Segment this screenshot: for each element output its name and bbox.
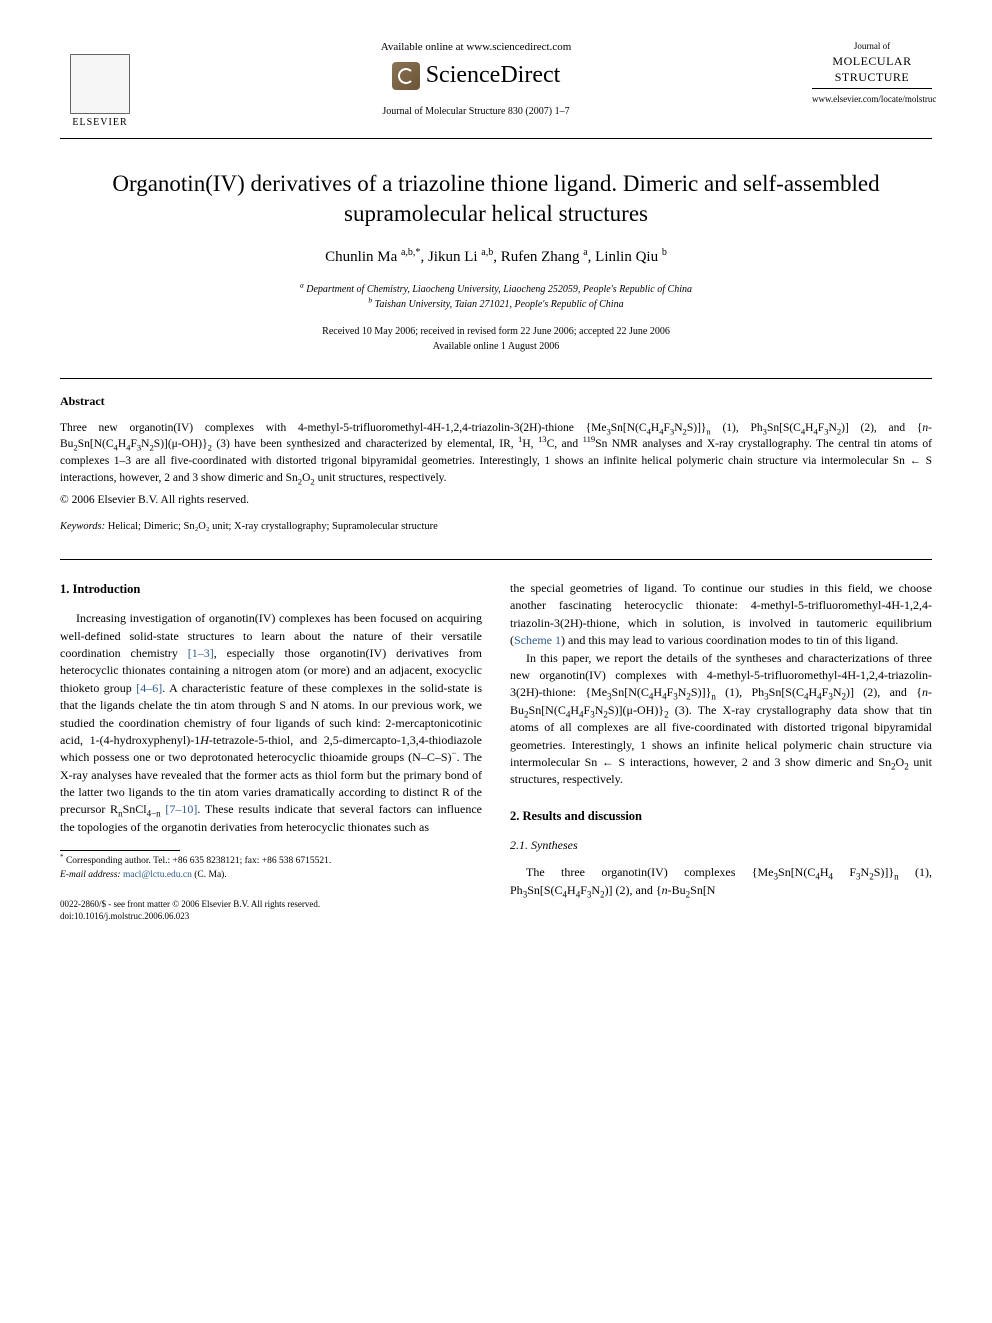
elsevier-label: ELSEVIER xyxy=(72,116,127,130)
abstract-top-rule xyxy=(60,378,932,379)
affiliations: a Department of Chemistry, Liaocheng Uni… xyxy=(60,282,932,312)
available-online-text: Available online at www.sciencedirect.co… xyxy=(140,40,812,55)
sciencedirect-icon xyxy=(392,62,420,90)
journal-citation: Journal of Molecular Structure 830 (2007… xyxy=(140,105,812,119)
article-dates: Received 10 May 2006; received in revise… xyxy=(60,324,932,354)
journal-box: Journal of MOLECULAR STRUCTURE www.elsev… xyxy=(812,40,932,106)
header-rule xyxy=(60,138,932,139)
footer-line2: doi:10.1016/j.molstruc.2006.06.023 xyxy=(60,910,482,923)
results-heading: 2. Results and discussion xyxy=(510,807,932,825)
dates-received: Received 10 May 2006; received in revise… xyxy=(60,324,932,339)
journal-box-line3: STRUCTURE xyxy=(812,69,932,89)
elsevier-logo: ELSEVIER xyxy=(60,40,140,130)
email-link[interactable]: macl@lctu.edu.cn xyxy=(123,870,192,880)
intro-p1: Increasing investigation of organotin(IV… xyxy=(60,610,482,836)
footnote-corresponding: * Corresponding author. Tel.: +86 635 82… xyxy=(60,855,482,868)
center-header: Available online at www.sciencedirect.co… xyxy=(140,40,812,119)
journal-box-line1: Journal of xyxy=(812,40,932,53)
abstract-copyright: © 2006 Elsevier B.V. All rights reserved… xyxy=(60,492,932,508)
sciencedirect-text: ScienceDirect xyxy=(426,59,561,93)
left-column: 1. Introduction Increasing investigation… xyxy=(60,580,482,923)
right-column: the special geometries of ligand. To con… xyxy=(510,580,932,923)
journal-url[interactable]: www.elsevier.com/locate/molstruc xyxy=(812,93,932,106)
sciencedirect-brand: ScienceDirect xyxy=(140,59,812,93)
dates-available: Available online 1 August 2006 xyxy=(60,339,932,354)
keywords: Keywords: Helical; Dimeric; Sn₂O₂ unit; … xyxy=(60,520,932,535)
affiliation-a: a Department of Chemistry, Liaocheng Uni… xyxy=(60,282,932,297)
header-row: ELSEVIER Available online at www.science… xyxy=(60,40,932,130)
footnote-separator xyxy=(60,850,180,851)
journal-box-line2: MOLECULAR xyxy=(812,53,932,70)
footer: 0022-2860/$ - see front matter © 2006 El… xyxy=(60,898,482,923)
body-columns: 1. Introduction Increasing investigation… xyxy=(60,580,932,923)
elsevier-tree-icon xyxy=(70,54,130,114)
intro-p2: In this paper, we report the details of … xyxy=(510,650,932,789)
keywords-label: Keywords: xyxy=(60,521,105,532)
abstract-text: Three new organotin(IV) complexes with 4… xyxy=(60,420,932,487)
affiliation-b: b Taishan University, Taian 271021, Peop… xyxy=(60,297,932,312)
syntheses-p1: The three organotin(IV) complexes {Me3Sn… xyxy=(510,864,932,899)
abstract-bottom-rule xyxy=(60,559,932,560)
footnote-email: E-mail address: macl@lctu.edu.cn (C. Ma)… xyxy=(60,869,482,882)
intro-p1b: the special geometries of ligand. To con… xyxy=(510,580,932,650)
syntheses-heading: 2.1. Syntheses xyxy=(510,837,932,854)
intro-heading: 1. Introduction xyxy=(60,580,482,598)
abstract-label: Abstract xyxy=(60,393,932,410)
authors: Chunlin Ma a,b,*, Jikun Li a,b, Rufen Zh… xyxy=(60,247,932,268)
article-title: Organotin(IV) derivatives of a triazolin… xyxy=(100,169,892,229)
keywords-text: Helical; Dimeric; Sn₂O₂ unit; X-ray crys… xyxy=(108,521,438,532)
footer-line1: 0022-2860/$ - see front matter © 2006 El… xyxy=(60,898,482,911)
